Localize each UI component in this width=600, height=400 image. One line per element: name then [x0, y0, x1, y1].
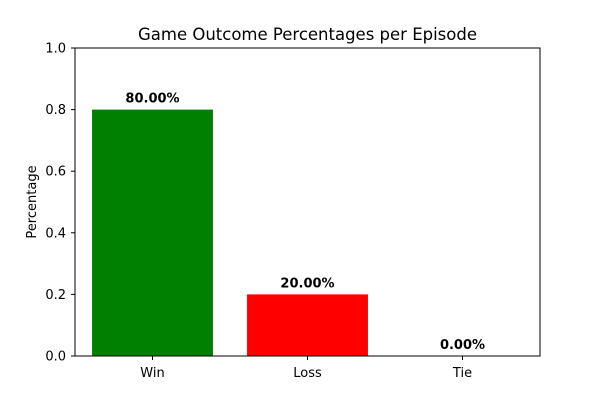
- chart-title: Game Outcome Percentages per Episode: [138, 25, 477, 44]
- data-labels-group: 80.00% 20.00% 0.00%: [125, 92, 485, 353]
- x-tick-label-win: Win: [140, 366, 164, 381]
- y-tick-label: 0.6: [45, 165, 66, 180]
- x-tick-label-loss: Loss: [293, 366, 322, 381]
- y-axis-label: Percentage: [25, 165, 40, 238]
- data-label-loss: 20.00%: [280, 276, 334, 291]
- bar-win: [92, 109, 213, 356]
- plot-frame: [74, 47, 541, 357]
- x-tick-label-tie: Tie: [452, 366, 472, 381]
- y-tick-label: 0.0: [45, 350, 66, 365]
- bar-loss: [247, 294, 368, 356]
- data-label-win: 80.00%: [125, 92, 179, 107]
- data-label-tie: 0.00%: [440, 338, 485, 353]
- y-tick-label: 0.2: [45, 288, 66, 303]
- x-ticks-group: Win Loss Tie: [140, 356, 472, 381]
- y-tick-label: 1.0: [45, 42, 66, 57]
- bars-group: [92, 109, 368, 356]
- y-ticks-group: 0.0 0.2 0.4 0.6 0.8 1.0: [45, 42, 75, 365]
- y-tick-label: 0.4: [45, 226, 66, 241]
- y-tick-label: 0.8: [45, 103, 66, 118]
